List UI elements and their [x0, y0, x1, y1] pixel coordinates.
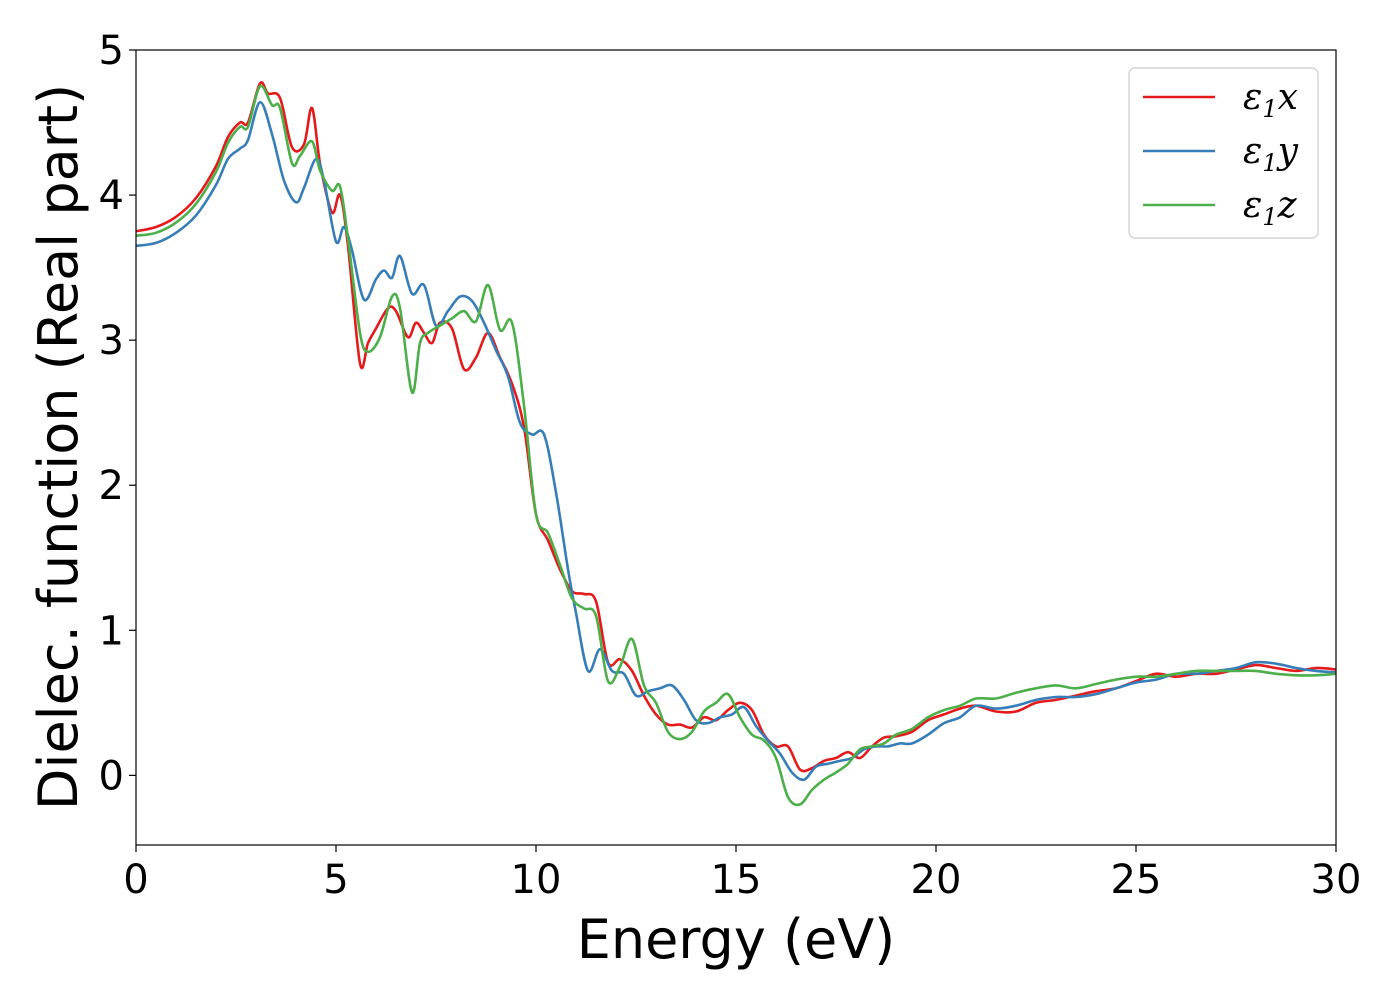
x-tick-label: 15: [711, 857, 762, 903]
x-ticks: 0 5 10 15 20 25 30: [123, 845, 1361, 903]
legend: ε1x ε1y ε1z: [1128, 67, 1319, 239]
series-line-z: [135, 84, 1337, 807]
x-axis-label: Energy (eV): [577, 908, 896, 971]
x-tick-label: 20: [911, 857, 962, 903]
y-ticks: 0 1 2 3 4 5: [99, 28, 136, 799]
y-tick-label: 3: [99, 318, 124, 364]
y-tick-label: 2: [99, 463, 124, 509]
series-line-y: [135, 100, 1337, 782]
y-axis-label: Dielec. function (Real part): [27, 84, 90, 810]
x-tick-label: 5: [323, 857, 348, 903]
series-layer: [135, 81, 1337, 807]
y-tick-label: 1: [99, 608, 124, 654]
x-tick-label: 25: [1111, 857, 1162, 903]
x-tick-label: 10: [511, 857, 562, 903]
y-tick-label: 4: [99, 173, 124, 219]
y-tick-label: 0: [99, 753, 124, 799]
legend-label-y: ε1y: [1243, 131, 1299, 177]
legend-box: [1128, 67, 1319, 239]
x-tick-label: 0: [123, 857, 148, 903]
legend-label-x: ε1x: [1243, 77, 1298, 123]
y-tick-label: 5: [99, 28, 124, 74]
legend-label-z: ε1z: [1243, 185, 1298, 231]
x-tick-label: 30: [1311, 857, 1362, 903]
